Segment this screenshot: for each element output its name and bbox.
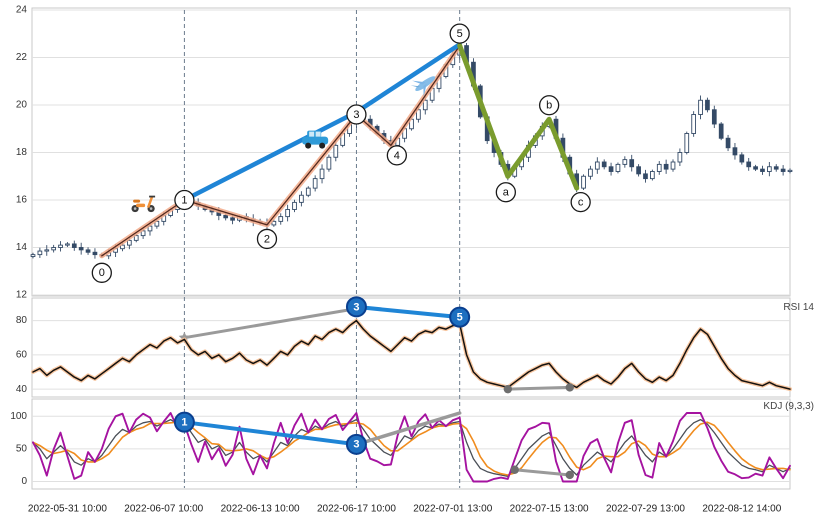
rsi-line bbox=[31, 318, 792, 392]
rsi-blue-annotation[interactable]: 35 bbox=[345, 296, 471, 328]
panel-frames bbox=[31, 7, 791, 490]
dashed-guides bbox=[183, 10, 461, 488]
x-axis-labels: 2022-05-31 10:00 2022-06-07 10:00 2022-06-… bbox=[28, 504, 782, 515]
svg-text:2022-06-17 10:00: 2022-06-17 10:00 bbox=[317, 504, 396, 515]
kdj-panel-label: KDJ (9,3,3) bbox=[763, 401, 814, 412]
svg-text:40: 40 bbox=[16, 384, 28, 395]
wave-marker-1[interactable]: 1 bbox=[174, 189, 195, 211]
svg-text:2022-06-13 10:00: 2022-06-13 10:00 bbox=[221, 504, 300, 515]
kdj-gray-dots[interactable] bbox=[510, 465, 574, 480]
wave-markers[interactable]: 0 1 2 3 4 5 a b c bbox=[91, 23, 591, 283]
wave-marker-a[interactable]: a bbox=[495, 182, 516, 203]
svg-text:b: b bbox=[546, 100, 552, 112]
svg-text:2022-07-01 13:00: 2022-07-01 13:00 bbox=[413, 504, 492, 515]
rsi-marker-3[interactable]: 3 bbox=[345, 296, 367, 318]
wave-marker-3[interactable]: 3 bbox=[346, 104, 367, 125]
wave-marker-2[interactable]: 2 bbox=[256, 228, 278, 250]
svg-text:2022-07-29 13:00: 2022-07-29 13:00 bbox=[606, 504, 685, 515]
wave-marker-b[interactable]: b bbox=[538, 95, 560, 116]
svg-text:c: c bbox=[578, 197, 584, 209]
svg-text:100: 100 bbox=[10, 411, 27, 422]
kdj-blue-annotation[interactable]: 13 bbox=[173, 411, 367, 455]
svg-text:a: a bbox=[503, 187, 510, 199]
wave-marker-c[interactable]: c bbox=[570, 191, 591, 213]
svg-text:0: 0 bbox=[99, 267, 105, 279]
scooter-icon bbox=[131, 195, 156, 213]
green-correction[interactable] bbox=[457, 43, 580, 191]
vehicle-icons bbox=[131, 76, 436, 213]
svg-text:14: 14 bbox=[16, 242, 28, 253]
svg-text:2022-05-31 10:00: 2022-05-31 10:00 bbox=[28, 504, 107, 515]
svg-text:4: 4 bbox=[394, 150, 400, 162]
svg-text:16: 16 bbox=[16, 195, 28, 206]
svg-text:2022-08-12 14:00: 2022-08-12 14:00 bbox=[702, 504, 781, 515]
svg-text:3: 3 bbox=[353, 301, 359, 313]
svg-text:1: 1 bbox=[181, 417, 187, 429]
svg-text:5: 5 bbox=[457, 28, 463, 40]
svg-text:3: 3 bbox=[353, 439, 359, 451]
svg-text:1: 1 bbox=[181, 194, 187, 206]
rsi-marker-5[interactable]: 5 bbox=[449, 306, 471, 328]
wave-marker-5[interactable]: 5 bbox=[449, 23, 470, 44]
rsi-gray-annotation[interactable] bbox=[178, 307, 358, 343]
svg-text:12: 12 bbox=[16, 290, 28, 301]
svg-text:22: 22 bbox=[16, 52, 28, 63]
wave-marker-0[interactable]: 0 bbox=[91, 262, 112, 283]
y-axis-ticks: 12 14 16 18 20 22 24 40 60 80 0 50 100 bbox=[10, 5, 27, 487]
svg-text:0: 0 bbox=[21, 476, 27, 487]
kdj-lines bbox=[32, 412, 791, 483]
svg-text:50: 50 bbox=[16, 444, 28, 455]
svg-text:20: 20 bbox=[16, 100, 28, 111]
rsi-panel-label: RSI 14 bbox=[783, 302, 814, 313]
airplane-icon bbox=[410, 76, 436, 97]
svg-text:60: 60 bbox=[16, 349, 28, 360]
kdj-marker-3[interactable]: 3 bbox=[345, 433, 367, 455]
svg-text:5: 5 bbox=[457, 312, 463, 324]
svg-text:3: 3 bbox=[353, 109, 359, 121]
svg-text:18: 18 bbox=[16, 147, 28, 158]
wave-zigzag[interactable] bbox=[99, 43, 463, 259]
car-icon bbox=[302, 130, 329, 149]
kdj-marker-1[interactable]: 1 bbox=[173, 411, 195, 433]
svg-text:2: 2 bbox=[264, 233, 270, 245]
wave-marker-4[interactable]: 4 bbox=[386, 145, 408, 166]
gridlines bbox=[32, 9, 790, 482]
svg-text:2022-07-15 13:00: 2022-07-15 13:00 bbox=[510, 504, 589, 515]
svg-text:2022-06-07 10:00: 2022-06-07 10:00 bbox=[124, 504, 203, 515]
kdj-gray-annotation[interactable] bbox=[361, 411, 462, 445]
svg-text:24: 24 bbox=[16, 5, 28, 16]
svg-text:80: 80 bbox=[16, 315, 28, 326]
rsi-gray-dots[interactable] bbox=[503, 383, 574, 394]
